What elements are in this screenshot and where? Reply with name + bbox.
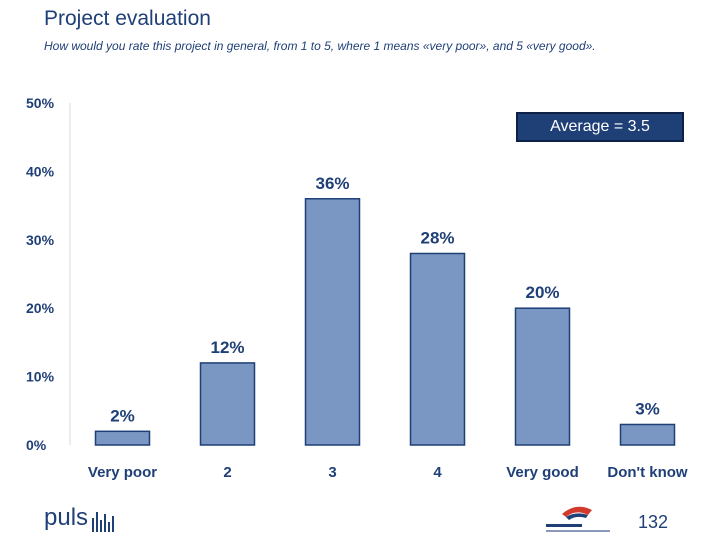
x-tick-label: 4	[433, 464, 442, 481]
bar	[409, 252, 466, 446]
y-tick-label: 0%	[26, 437, 47, 453]
page-number: 132	[638, 512, 669, 532]
bar-chart: 0% 10% 20% 30% 40% 50% 2% Very poor 12% 2 36% 3 28% 4…	[26, 95, 688, 481]
data-label: 12%	[210, 338, 244, 357]
bar	[94, 430, 151, 446]
x-tick-label: Very good	[506, 464, 579, 481]
brand-bars-icon	[92, 510, 115, 532]
data-label: 28%	[420, 228, 454, 247]
slide-title: Project evaluation	[44, 7, 211, 30]
y-tick-label: 10%	[26, 369, 55, 385]
partner-logo-icon	[546, 506, 610, 532]
x-tick-label: 2	[223, 464, 231, 481]
bar	[619, 423, 676, 446]
average-box: Average = 3.5	[516, 112, 684, 142]
y-tick-label: 50%	[26, 95, 55, 111]
data-label: 3%	[635, 399, 660, 418]
y-tick-label: 20%	[26, 300, 55, 316]
data-label: 20%	[525, 283, 559, 302]
x-tick-label: Very poor	[88, 464, 157, 481]
x-tick-label: Don't know	[607, 464, 688, 481]
brand-logo: puls	[44, 502, 115, 532]
x-tick-label: 3	[328, 464, 336, 481]
y-tick-label: 40%	[26, 163, 55, 179]
bar	[514, 307, 571, 446]
bar	[304, 198, 361, 446]
data-label: 2%	[110, 406, 135, 425]
slide-subtitle: How would you rate this project in gener…	[44, 39, 596, 53]
data-label: 36%	[315, 174, 349, 193]
y-tick-label: 30%	[26, 232, 55, 248]
bar	[199, 362, 256, 446]
brand-logo-text: puls	[44, 504, 89, 531]
